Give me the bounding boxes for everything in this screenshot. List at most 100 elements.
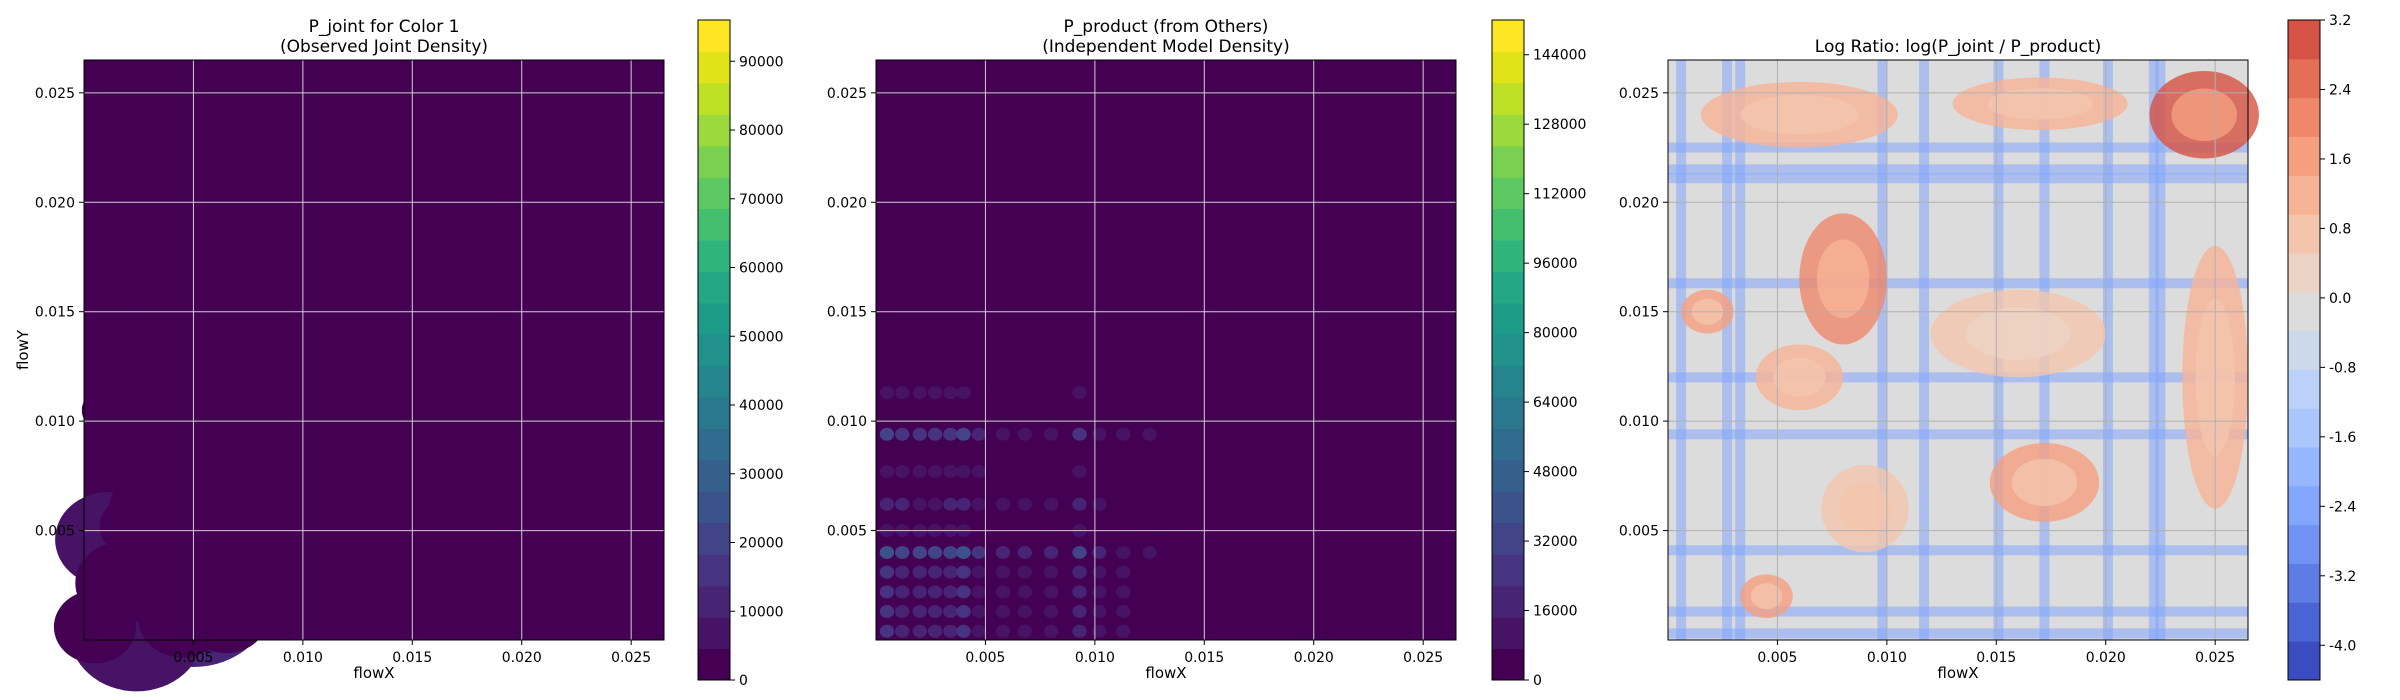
y-tick-label-0: 0.005 <box>1619 524 1659 540</box>
product-peak-89-level-2 <box>1017 386 1033 400</box>
colorbar-segment-1 <box>1492 617 1524 650</box>
colorbar-segment-19 <box>1492 51 1524 84</box>
product-peak-40-level-2 <box>943 624 958 638</box>
colorbar-tick-label-8: 80000 <box>739 123 784 139</box>
colorbar-segment-15 <box>1492 177 1524 210</box>
product-peak-34-level-2 <box>927 545 943 559</box>
product-peak-133-level-2 <box>1142 565 1157 579</box>
colorbar-segment-5 <box>2288 447 2320 487</box>
product-peak-110-level-2 <box>1092 624 1107 638</box>
product-peak-73-level-2 <box>995 565 1011 579</box>
colorbar-segment-18 <box>698 82 730 115</box>
product-peak-22-level-2 <box>912 585 927 599</box>
product-peak-72-level-2 <box>995 585 1011 599</box>
colorbar-segment-10 <box>1492 334 1524 367</box>
colorbar-segment-7 <box>2288 369 2320 409</box>
colorbar-segment-6 <box>2288 408 2320 448</box>
product-peak-2-level-2 <box>879 585 895 599</box>
product-peak-96-level-2 <box>1043 497 1059 511</box>
density-peak-21-level-4 <box>168 487 227 539</box>
product-peak-24-level-2 <box>912 545 927 559</box>
product-peak-8-level-2 <box>879 427 895 441</box>
colorbar-tick-label-7: 112000 <box>1533 187 1586 203</box>
colorbar-tick-label-1: -3.2 <box>2329 569 2356 585</box>
product-peak-21-level-2 <box>912 605 927 619</box>
panel-1-y-axis-label: flowY <box>14 329 32 370</box>
product-peak-109-level-2 <box>1072 386 1087 400</box>
product-peak-3-level-2 <box>879 565 895 579</box>
colorbar-segment-3 <box>2288 524 2320 565</box>
product-peak-106-level-2 <box>1072 497 1087 511</box>
product-peak-16-level-2 <box>895 497 910 511</box>
colorbar-tick-label-3: -1.6 <box>2329 430 2356 446</box>
panel-2-x-axis-label: flowX <box>1145 664 1186 682</box>
product-peak-130-level-2 <box>1142 624 1157 638</box>
product-peak-98-level-2 <box>1043 427 1059 441</box>
panel-1-x-axis-label: flowX <box>353 664 394 682</box>
low-band-y-7 <box>1668 164 2248 175</box>
x-tick-label-2: 0.015 <box>1976 650 2016 666</box>
product-peak-49-level-2 <box>943 386 958 400</box>
colorbar-segment-12 <box>698 271 730 304</box>
product-peak-123-level-2 <box>1116 565 1131 579</box>
product-peak-61-level-2 <box>971 605 987 619</box>
colorbar-segment-16 <box>698 145 730 178</box>
colorbar-segment-5 <box>698 491 730 524</box>
product-peak-67-level-2 <box>971 464 987 478</box>
colorbar-segment-12 <box>1492 271 1524 304</box>
colorbar-segment-2 <box>698 585 730 618</box>
high-region-0-level-1 <box>2171 88 2238 141</box>
low-band-x-8 <box>2148 60 2159 640</box>
high-region-5-level-1 <box>1773 357 1826 398</box>
y-tick-label-4: 0.025 <box>827 86 867 102</box>
product-peak-76-level-2 <box>995 497 1011 511</box>
product-peak-37-level-2 <box>927 464 943 478</box>
y-tick-label-2: 0.015 <box>1619 305 1659 321</box>
product-peak-62-level-2 <box>971 585 987 599</box>
product-peak-90-level-2 <box>1043 624 1059 638</box>
product-peak-78-level-2 <box>995 427 1011 441</box>
colorbar-tick-label-4: 64000 <box>1533 395 1578 411</box>
density-peak-14-level-4 <box>99 497 165 556</box>
product-peak-70-level-2 <box>995 624 1011 638</box>
colorbar-tick-label-1: 10000 <box>739 604 784 620</box>
product-peak-117-level-2 <box>1092 464 1107 478</box>
low-band-y-1 <box>1668 606 2248 617</box>
colorbar-segment-11 <box>698 302 730 335</box>
colorbar-tick-label-0: 0 <box>739 673 748 689</box>
colorbar-segment-5 <box>1492 491 1524 524</box>
colorbar-segment-13 <box>698 240 730 272</box>
y-tick-label-1: 0.010 <box>1619 414 1659 430</box>
x-tick-label-2: 0.015 <box>392 650 432 666</box>
panel-3-ticks: 0.005 0.010 0.015 0.020 0.025 0.005 0.010 0.015… <box>1619 86 2235 666</box>
product-peak-20-level-2 <box>912 624 927 638</box>
low-band-y-5 <box>1668 278 2248 289</box>
product-peak-94-level-2 <box>1043 545 1059 559</box>
x-tick-label-4: 0.025 <box>1403 650 1443 666</box>
colorbar-tick-label-7: 70000 <box>739 192 784 208</box>
colorbar-segment-4 <box>2288 485 2320 526</box>
product-peak-17-level-2 <box>895 464 910 478</box>
product-peak-83-level-2 <box>1017 565 1033 579</box>
low-band-x-3 <box>1877 60 1888 640</box>
product-peak-139-level-2 <box>1142 386 1157 400</box>
product-peak-122-level-2 <box>1116 585 1131 599</box>
colorbar-segment-18 <box>1492 82 1524 115</box>
product-peak-100-level-2 <box>1072 624 1087 638</box>
product-peak-138-level-2 <box>1142 427 1157 441</box>
colorbar-tick-label-9: 144000 <box>1533 48 1586 64</box>
product-peak-63-level-2 <box>971 565 987 579</box>
panel-2-title: P_product (from Others) <box>1064 17 1269 37</box>
colorbar-tick-label-5: 50000 <box>739 329 784 345</box>
high-region-7-level-1 <box>1987 88 2093 120</box>
colorbar-segment-13 <box>2288 136 2320 176</box>
colorbar-segment-9 <box>2288 291 2320 332</box>
colorbar-segment-14 <box>1492 208 1524 241</box>
product-peak-19-level-2 <box>895 386 910 400</box>
y-tick-label-4: 0.025 <box>35 86 75 102</box>
product-peak-124-level-2 <box>1116 545 1131 559</box>
panel-3-grid <box>1668 60 2248 640</box>
colorbar-tick-label-4: -0.8 <box>2329 360 2356 376</box>
panel-2-background <box>876 60 1456 640</box>
